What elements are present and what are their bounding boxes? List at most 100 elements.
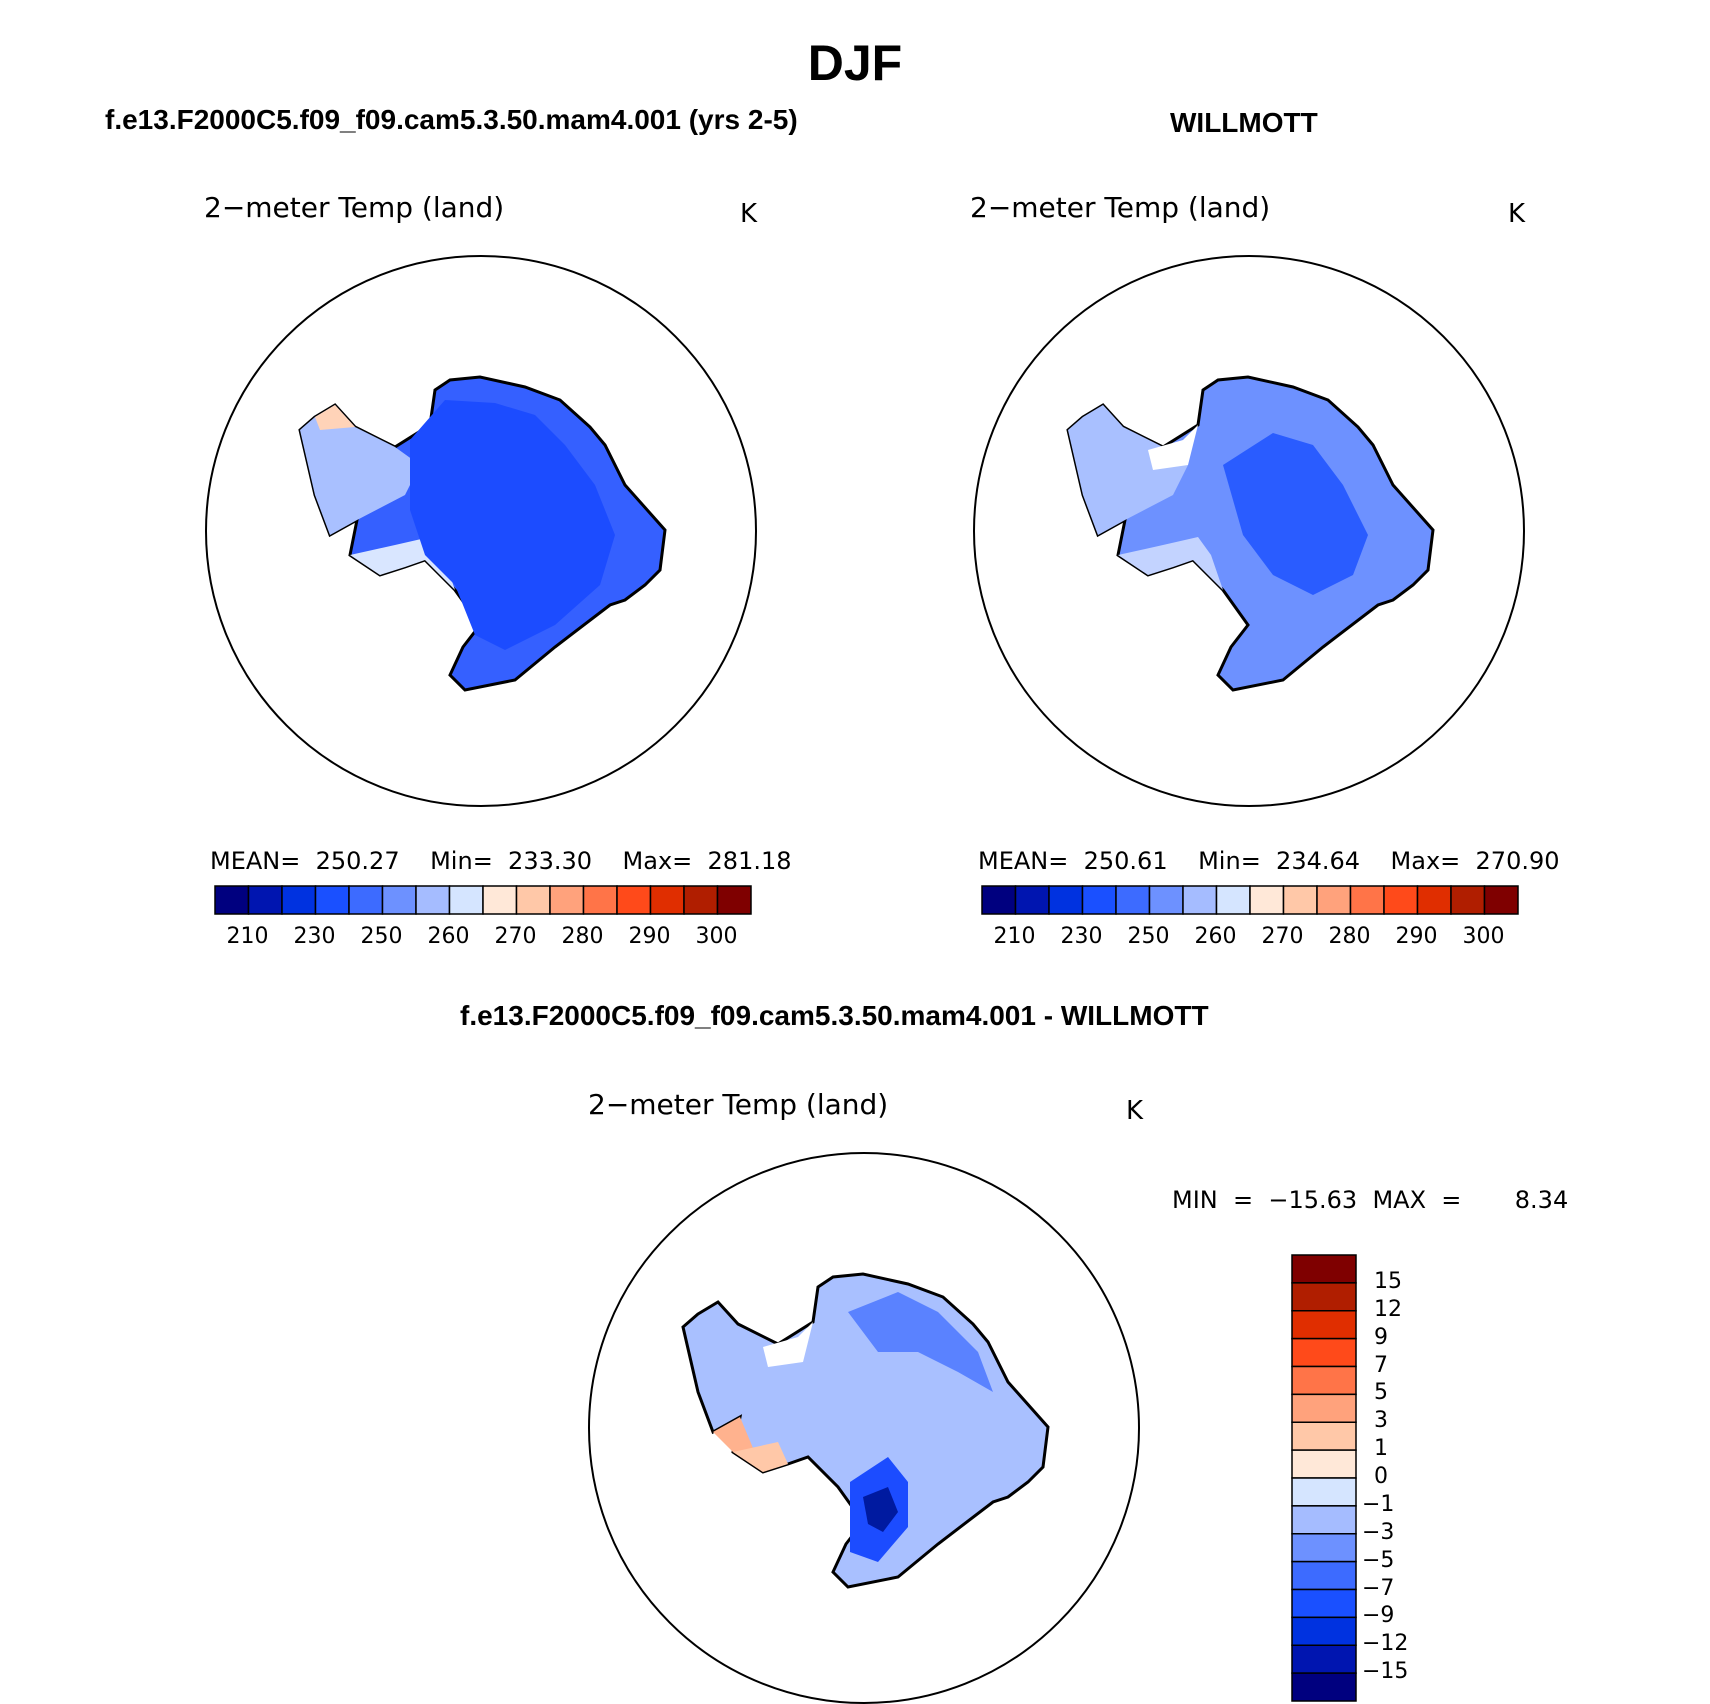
- colorbar-swatch: [1483, 885, 1519, 915]
- colorbar-swatch: [1291, 1282, 1357, 1312]
- panel2-colorbar-labels: 210 230 250 260 270 280 290 300: [982, 924, 1518, 954]
- colorbar-swatch: [1291, 1672, 1357, 1702]
- panel1-colorbar: [214, 885, 752, 915]
- panel1-variable-label: 2−meter Temp (land): [204, 191, 505, 224]
- colorbar-swatch: [1291, 1254, 1357, 1284]
- colorbar-tick-label: 270: [494, 924, 537, 949]
- panel2-stats: MEAN= 250.61 Min= 234.64 Max= 270.90: [978, 847, 1560, 875]
- panel2-interior-zone: [1223, 433, 1368, 595]
- colorbar-swatch: [314, 885, 350, 915]
- colorbar-tick-label: 210: [226, 924, 269, 949]
- panel1-units-label: K: [740, 199, 758, 229]
- panel3-coldest-spot: [863, 1487, 898, 1532]
- colorbar-tick-label: 290: [1395, 924, 1438, 949]
- colorbar-swatch: [1215, 885, 1251, 915]
- colorbar-tick-label: 3: [1374, 1408, 1388, 1434]
- figure-title: DJF: [807, 35, 903, 91]
- panel2-ross-shelf: [1118, 537, 1223, 590]
- colorbar-swatch: [1291, 1505, 1357, 1535]
- colorbar-swatch: [1148, 885, 1184, 915]
- panel3-colorbar: [1291, 1254, 1357, 1702]
- panel3-warm-coast: [733, 1442, 788, 1472]
- panel3-colorbar-labels: 15 12 9 7 5 3 1 0 −1 −3 −5 −7 −9 −12 −15: [1362, 1255, 1482, 1701]
- panel1-subtitle: f.e13.F2000C5.f09_f09.cam5.3.50.mam4.001…: [105, 104, 798, 135]
- colorbar-swatch: [415, 885, 451, 915]
- colorbar-tick-label: −5: [1362, 1547, 1395, 1573]
- panel1-colorbar-labels: 210 230 250 260 270 280 290 300: [215, 924, 751, 954]
- colorbar-tick-label: 15: [1374, 1268, 1402, 1294]
- colorbar-swatch: [616, 885, 652, 915]
- colorbar-tick-label: 12: [1374, 1296, 1402, 1322]
- colorbar-swatch: [1383, 885, 1419, 915]
- colorbar-swatch: [1249, 885, 1285, 915]
- panel3-map: [588, 1152, 1140, 1704]
- colorbar-swatch: [1014, 885, 1050, 915]
- colorbar-swatch: [1081, 885, 1117, 915]
- colorbar-tick-label: 280: [1328, 924, 1371, 949]
- colorbar-swatch: [482, 885, 518, 915]
- colorbar-tick-label: 230: [1060, 924, 1103, 949]
- panel2-subtitle: WILLMOTT: [1170, 107, 1318, 138]
- colorbar-swatch: [348, 885, 384, 915]
- panel3-east-zone: [848, 1292, 993, 1392]
- colorbar-swatch: [1291, 1477, 1357, 1507]
- colorbar-tick-label: 280: [561, 924, 604, 949]
- colorbar-swatch: [1291, 1588, 1357, 1619]
- panel1-map: [205, 255, 757, 807]
- colorbar-swatch: [1291, 1310, 1357, 1340]
- panel1-interior-zone: [410, 400, 615, 650]
- colorbar-swatch: [1182, 885, 1218, 915]
- colorbar-tick-label: 210: [993, 924, 1036, 949]
- panel3-stats: MIN = −15.63 MAX = 8.34: [1172, 1186, 1569, 1214]
- colorbar-swatch: [515, 885, 551, 915]
- panel1-stats: MEAN= 250.27 Min= 233.30 Max= 281.18: [210, 847, 792, 875]
- colorbar-tick-label: −7: [1362, 1575, 1395, 1601]
- colorbar-tick-label: 5: [1374, 1380, 1388, 1406]
- colorbar-tick-label: −3: [1362, 1519, 1395, 1545]
- colorbar-swatch: [549, 885, 585, 915]
- colorbar-swatch: [1291, 1644, 1357, 1674]
- colorbar-tick-label: 230: [293, 924, 336, 949]
- colorbar-swatch: [1450, 885, 1486, 915]
- colorbar-tick-label: 0: [1374, 1464, 1388, 1489]
- colorbar-swatch: [1316, 885, 1352, 915]
- colorbar-swatch: [214, 885, 250, 915]
- colorbar-swatch: [582, 885, 618, 915]
- panel3-units-label: K: [1126, 1096, 1144, 1126]
- panel2-colorbar: [981, 885, 1519, 915]
- colorbar-tick-label: −1: [1362, 1491, 1395, 1517]
- colorbar-swatch: [1349, 885, 1385, 915]
- colorbar-swatch: [1291, 1365, 1357, 1396]
- colorbar-swatch: [981, 885, 1017, 915]
- colorbar-tick-label: 250: [360, 924, 403, 949]
- colorbar-swatch: [1291, 1421, 1357, 1451]
- panel2-missing-data: [1148, 425, 1198, 470]
- colorbar-swatch: [281, 885, 317, 915]
- colorbar-tick-label: 290: [628, 924, 671, 949]
- colorbar-swatch: [716, 885, 752, 915]
- colorbar-swatch: [649, 885, 685, 915]
- colorbar-swatch: [1291, 1337, 1357, 1368]
- panel2-variable-label: 2−meter Temp (land): [970, 191, 1271, 224]
- colorbar-tick-label: −12: [1362, 1631, 1409, 1657]
- colorbar-swatch: [1282, 885, 1318, 915]
- panel3-subtitle: f.e13.F2000C5.f09_f09.cam5.3.50.mam4.001…: [460, 1000, 1209, 1031]
- panel2-units-label: K: [1508, 199, 1526, 229]
- colorbar-tick-label: 270: [1261, 924, 1304, 949]
- colorbar-swatch: [1048, 885, 1084, 915]
- colorbar-tick-label: −15: [1362, 1659, 1409, 1685]
- colorbar-swatch: [381, 885, 417, 915]
- panel2-map: [973, 255, 1525, 807]
- colorbar-tick-label: 250: [1127, 924, 1170, 949]
- colorbar-tick-label: 260: [427, 924, 470, 949]
- colorbar-swatch: [1291, 1616, 1357, 1646]
- panel3-missing-data: [763, 1322, 813, 1367]
- colorbar-swatch: [247, 885, 283, 915]
- colorbar-tick-label: 9: [1374, 1324, 1388, 1350]
- panel1-warm-fringe: [315, 405, 355, 430]
- colorbar-swatch: [1416, 885, 1452, 915]
- colorbar-swatch: [1291, 1533, 1357, 1563]
- colorbar-tick-label: 300: [695, 924, 738, 949]
- panel3-variable-label: 2−meter Temp (land): [588, 1088, 889, 1121]
- colorbar-swatch: [1291, 1449, 1357, 1479]
